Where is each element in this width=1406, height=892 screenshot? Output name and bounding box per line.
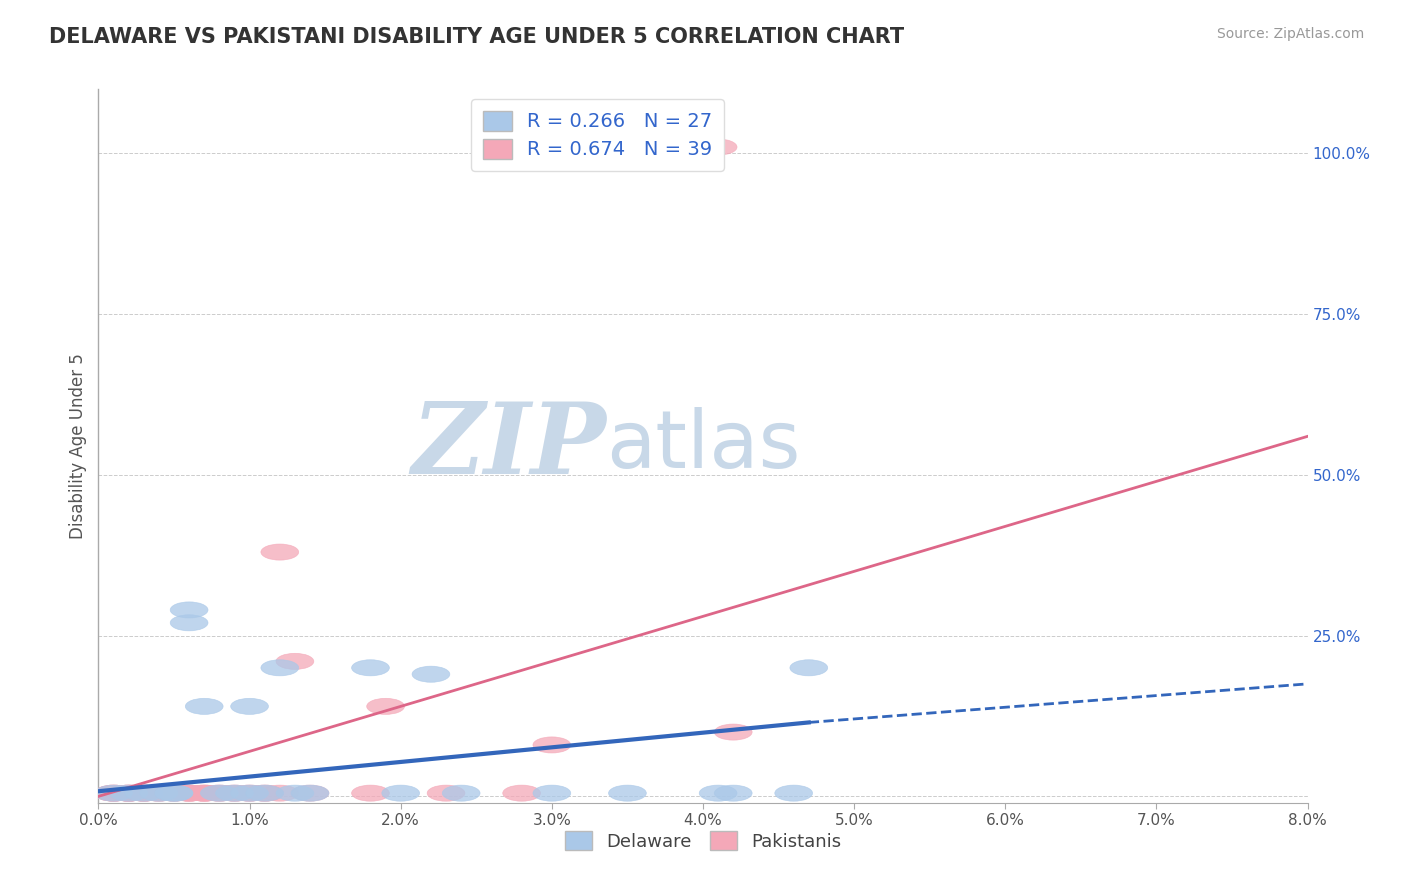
Ellipse shape bbox=[714, 724, 752, 740]
Ellipse shape bbox=[155, 785, 193, 801]
Ellipse shape bbox=[609, 785, 647, 801]
Ellipse shape bbox=[170, 615, 208, 631]
Ellipse shape bbox=[110, 785, 148, 801]
Ellipse shape bbox=[503, 785, 540, 801]
Ellipse shape bbox=[141, 785, 177, 801]
Ellipse shape bbox=[170, 785, 208, 801]
Ellipse shape bbox=[262, 785, 298, 801]
Ellipse shape bbox=[352, 785, 389, 801]
Ellipse shape bbox=[170, 785, 208, 801]
Ellipse shape bbox=[790, 660, 828, 676]
Ellipse shape bbox=[215, 785, 253, 801]
Ellipse shape bbox=[246, 785, 284, 801]
Ellipse shape bbox=[125, 785, 163, 801]
Ellipse shape bbox=[533, 785, 571, 801]
Text: ZIP: ZIP bbox=[412, 398, 606, 494]
Ellipse shape bbox=[201, 785, 238, 801]
Ellipse shape bbox=[201, 785, 238, 801]
Ellipse shape bbox=[215, 785, 253, 801]
Ellipse shape bbox=[94, 785, 132, 801]
Ellipse shape bbox=[201, 785, 238, 801]
Ellipse shape bbox=[291, 785, 329, 801]
Ellipse shape bbox=[94, 785, 132, 801]
Ellipse shape bbox=[141, 785, 177, 801]
Ellipse shape bbox=[110, 785, 148, 801]
Ellipse shape bbox=[186, 785, 224, 801]
Ellipse shape bbox=[412, 666, 450, 682]
Ellipse shape bbox=[186, 785, 224, 801]
Ellipse shape bbox=[352, 660, 389, 676]
Ellipse shape bbox=[714, 785, 752, 801]
Ellipse shape bbox=[125, 785, 163, 801]
Ellipse shape bbox=[94, 785, 132, 801]
Ellipse shape bbox=[699, 785, 737, 801]
Text: atlas: atlas bbox=[606, 407, 800, 485]
Ellipse shape bbox=[276, 785, 314, 801]
Ellipse shape bbox=[427, 785, 465, 801]
Text: DELAWARE VS PAKISTANI DISABILITY AGE UNDER 5 CORRELATION CHART: DELAWARE VS PAKISTANI DISABILITY AGE UND… bbox=[49, 27, 904, 46]
Ellipse shape bbox=[170, 602, 208, 618]
Ellipse shape bbox=[775, 785, 813, 801]
Y-axis label: Disability Age Under 5: Disability Age Under 5 bbox=[69, 353, 87, 539]
Ellipse shape bbox=[291, 785, 329, 801]
Legend: Delaware, Pakistanis: Delaware, Pakistanis bbox=[557, 824, 849, 858]
Ellipse shape bbox=[443, 785, 479, 801]
Ellipse shape bbox=[382, 785, 419, 801]
Ellipse shape bbox=[125, 785, 163, 801]
Ellipse shape bbox=[141, 785, 177, 801]
Text: Source: ZipAtlas.com: Source: ZipAtlas.com bbox=[1216, 27, 1364, 41]
Ellipse shape bbox=[155, 785, 193, 801]
Ellipse shape bbox=[246, 785, 284, 801]
Ellipse shape bbox=[231, 698, 269, 714]
Ellipse shape bbox=[276, 653, 314, 669]
Ellipse shape bbox=[215, 785, 253, 801]
Ellipse shape bbox=[231, 785, 269, 801]
Ellipse shape bbox=[94, 785, 132, 801]
Ellipse shape bbox=[186, 785, 224, 801]
Ellipse shape bbox=[110, 785, 148, 801]
Ellipse shape bbox=[367, 698, 405, 714]
Ellipse shape bbox=[110, 785, 148, 801]
Ellipse shape bbox=[155, 785, 193, 801]
Ellipse shape bbox=[699, 139, 737, 155]
Ellipse shape bbox=[262, 660, 298, 676]
Ellipse shape bbox=[533, 737, 571, 753]
Ellipse shape bbox=[155, 785, 193, 801]
Ellipse shape bbox=[125, 785, 163, 801]
Ellipse shape bbox=[110, 785, 148, 801]
Ellipse shape bbox=[262, 544, 298, 560]
Ellipse shape bbox=[246, 785, 284, 801]
Ellipse shape bbox=[186, 698, 224, 714]
Ellipse shape bbox=[231, 785, 269, 801]
Ellipse shape bbox=[170, 785, 208, 801]
Ellipse shape bbox=[231, 785, 269, 801]
